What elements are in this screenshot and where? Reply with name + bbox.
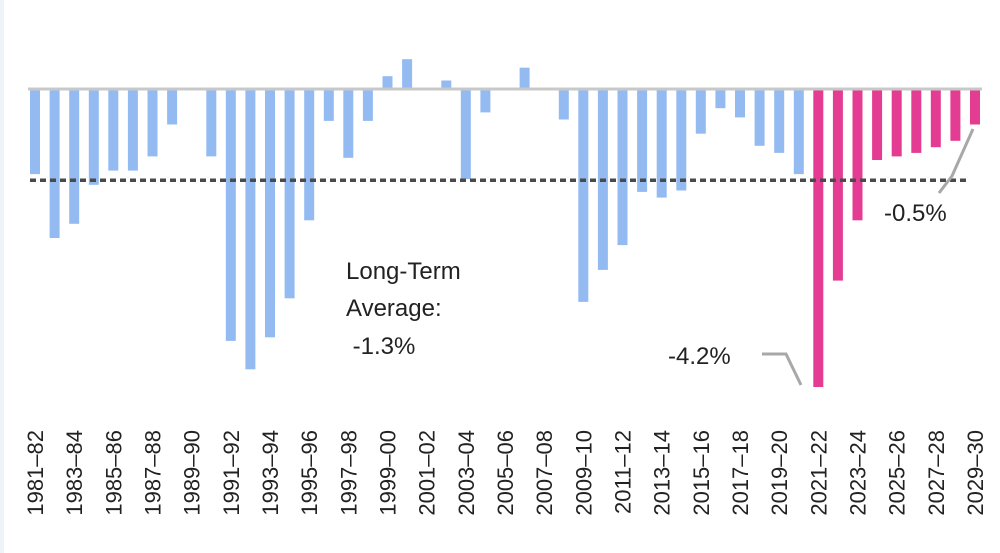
x-tick-1983–84: 1983–84 xyxy=(62,430,87,516)
x-tick-1987–88: 1987–88 xyxy=(141,430,166,516)
bar-2002–03 xyxy=(441,80,452,89)
bar-2027–28 xyxy=(930,89,941,148)
average-annotation-line-3: -1.3% xyxy=(346,333,415,360)
x-tick-2015–16: 2015–16 xyxy=(689,430,714,516)
bar-2003–04 xyxy=(460,89,471,180)
x-tick-1985–86: 1985–86 xyxy=(101,430,126,516)
x-tick-2021–22: 2021–22 xyxy=(806,430,831,516)
bar-2004–05 xyxy=(480,89,491,113)
x-tick-2013–14: 2013–14 xyxy=(650,430,675,516)
x-tick-2003–04: 2003–04 xyxy=(454,430,479,516)
bar-2008–09 xyxy=(558,89,569,120)
bar-1991–92 xyxy=(225,89,236,341)
x-tick-2017–18: 2017–18 xyxy=(728,430,753,516)
bar-2017–18 xyxy=(735,89,745,118)
bar-2019–20 xyxy=(774,89,785,153)
x-tick-1981–82: 1981–82 xyxy=(23,430,48,516)
bar-1995–96 xyxy=(304,89,315,221)
bar-1990–91 xyxy=(206,89,217,157)
bar-2023–24 xyxy=(852,89,863,221)
x-tick-2029–30: 2029–30 xyxy=(963,430,988,516)
bar-1982–83 xyxy=(49,89,60,238)
bar-2012–13 xyxy=(637,89,648,192)
bar-2006–07 xyxy=(519,67,530,89)
bar-2020–21 xyxy=(793,89,804,175)
bar-2024–25 xyxy=(872,89,883,160)
bar-1983–84 xyxy=(69,89,80,224)
bar-2018–19 xyxy=(754,89,765,146)
bar-1987–88 xyxy=(147,89,158,157)
bar-2028–29 xyxy=(950,89,961,141)
average-annotation-line-1: Long-Term xyxy=(346,258,461,285)
bar-1985–86 xyxy=(108,89,119,171)
bar-1986–87 xyxy=(127,89,138,171)
bar-2009–10 xyxy=(578,89,589,302)
bar-2014–15 xyxy=(676,89,687,191)
bar-1993–94 xyxy=(265,89,275,338)
x-axis-tick-labels: 1981–82 1983–84 1985–86 1987–88 1989–90 1991–… xyxy=(23,430,988,516)
bar-1998–99 xyxy=(362,89,373,121)
bar-2025–26 xyxy=(891,89,902,157)
average-annotation-line-2: Average: xyxy=(346,295,442,322)
last-value-label: -0.5% xyxy=(884,200,947,227)
bar-2011–12 xyxy=(617,89,628,246)
bar-1981–82 xyxy=(30,89,40,175)
min-value-label: -4.2% xyxy=(668,343,731,370)
min-leader-line xyxy=(762,352,803,386)
bar-1996–97 xyxy=(323,89,334,121)
x-tick-2007–08: 2007–08 xyxy=(532,430,557,516)
x-tick-2023–24: 2023–24 xyxy=(846,430,871,516)
bar-1994–95 xyxy=(284,89,295,299)
left-edge-strip xyxy=(0,0,4,553)
x-tick-1991–92: 1991–92 xyxy=(219,430,244,516)
x-tick-1997–98: 1997–98 xyxy=(336,430,361,516)
bar-2013–14 xyxy=(656,89,667,198)
x-tick-2001–02: 2001–02 xyxy=(415,430,440,516)
last-leader-line xyxy=(937,128,975,194)
x-tick-2005–06: 2005–06 xyxy=(493,430,518,516)
bar-2000–01 xyxy=(402,59,413,89)
bar-1984–85 xyxy=(88,89,99,185)
bar-2029–30 xyxy=(970,89,980,125)
x-tick-1989–90: 1989–90 xyxy=(180,430,205,516)
bar-1999–00 xyxy=(382,76,393,89)
bar-1992–93 xyxy=(245,89,256,370)
bar-2015–16 xyxy=(695,89,706,134)
x-tick-1995–96: 1995–96 xyxy=(297,430,322,516)
x-tick-2011–12: 2011–12 xyxy=(611,430,636,514)
bar-1988–89 xyxy=(167,89,178,125)
bar-1997–98 xyxy=(343,89,354,158)
bar-2026–27 xyxy=(911,89,922,153)
x-tick-2027–28: 2027–28 xyxy=(924,430,949,516)
x-tick-2025–26: 2025–26 xyxy=(885,430,910,516)
bar-2022–23 xyxy=(832,89,843,281)
x-tick-1993–94: 1993–94 xyxy=(258,430,283,516)
bar-2016–17 xyxy=(715,89,726,109)
bar-2021–22 xyxy=(813,89,824,387)
x-tick-2019–20: 2019–20 xyxy=(767,430,792,516)
x-tick-2009–10: 2009–10 xyxy=(571,430,596,516)
x-tick-1999–00: 1999–00 xyxy=(376,430,401,516)
